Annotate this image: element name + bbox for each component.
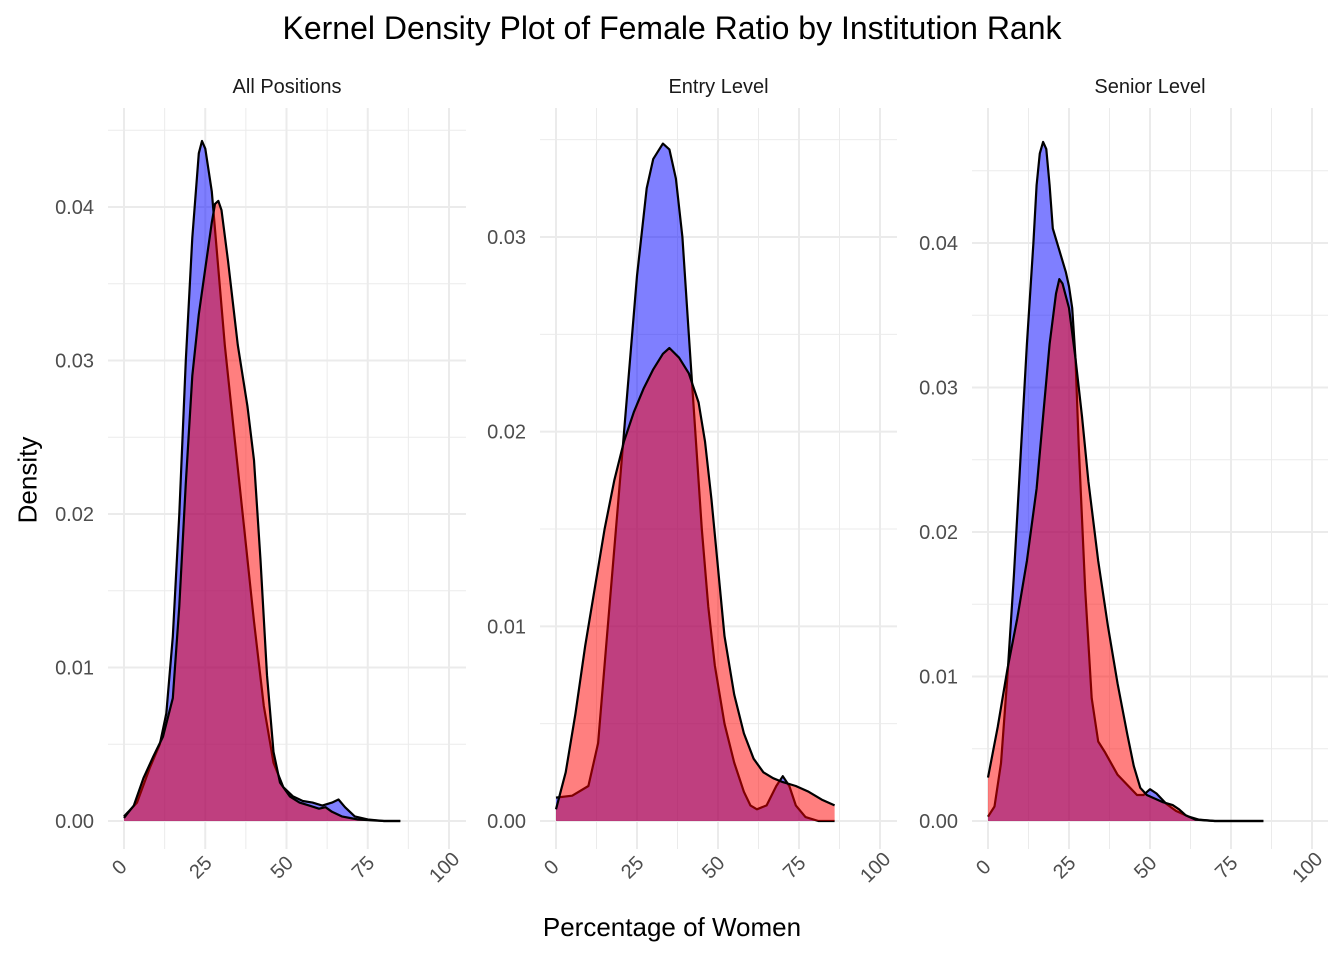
density-area-red — [988, 279, 1264, 822]
y-tick-label: 0.03 — [919, 378, 958, 400]
y-axis-label: Density — [12, 436, 43, 524]
y-tick-label: 0.00 — [487, 811, 526, 833]
x-axis-label: Percentage of Women — [542, 912, 802, 942]
density-area-red — [556, 348, 835, 821]
chart-title: Kernel Density Plot of Female Ratio by I… — [282, 10, 1062, 46]
panel-all-positions: All Positions 0.00 0.01 0.02 0.03 0.04 0 25 50 75… — [55, 76, 466, 887]
y-tick-label: 0.00 — [919, 811, 958, 833]
x-tick-label: 25 — [617, 852, 648, 883]
x-tick-label: 100 — [1288, 848, 1327, 887]
x-tick-label: 75 — [1211, 852, 1242, 883]
x-tick-label: 50 — [698, 852, 729, 883]
x-tick-label: 50 — [1130, 852, 1161, 883]
x-tick-label: 100 — [425, 848, 464, 887]
y-tick-label: 0.01 — [55, 658, 94, 680]
x-tick-label: 0 — [108, 856, 131, 879]
y-tick-label: 0.01 — [487, 616, 526, 638]
x-tick-label: 100 — [856, 848, 895, 887]
panel-entry-level: Entry Level 0.00 0.01 0.02 0.03 0 25 50 75 100 — [487, 76, 897, 887]
density-line-red — [123, 199, 401, 823]
y-tick-label: 0.03 — [487, 227, 526, 249]
panel-strip-label: Entry Level — [668, 76, 768, 98]
y-tick-label: 0.01 — [919, 667, 958, 689]
y-tick-label: 0.04 — [919, 233, 958, 255]
y-tick-label: 0.02 — [55, 504, 94, 526]
x-tick-label: 25 — [1049, 852, 1080, 883]
y-tick-label: 0.04 — [55, 197, 94, 219]
panel-senior-level: Senior Level 0.00 0.01 0.02 0.03 0.04 0 25 50 75 1… — [919, 76, 1328, 887]
panel-strip-label: Senior Level — [1094, 76, 1205, 98]
x-tick-label: 25 — [185, 852, 216, 883]
y-tick-label: 0.02 — [919, 522, 958, 544]
panel-strip-label: All Positions — [233, 76, 342, 98]
density-line-red — [554, 346, 836, 810]
density-area-red — [124, 200, 401, 821]
density-line-red — [986, 278, 1264, 823]
x-tick-label: 75 — [779, 852, 810, 883]
x-tick-label: 75 — [348, 852, 379, 883]
y-tick-label: 0.02 — [487, 422, 526, 444]
x-tick-label: 50 — [267, 852, 298, 883]
y-tick-label: 0.00 — [55, 811, 94, 833]
x-tick-label: 0 — [972, 856, 995, 879]
x-tick-label: 0 — [540, 856, 563, 879]
y-tick-label: 0.03 — [55, 351, 94, 373]
